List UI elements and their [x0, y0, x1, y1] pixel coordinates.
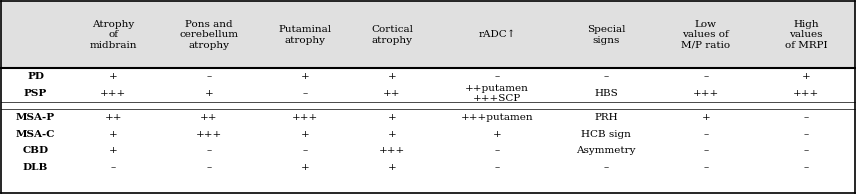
Text: +: + [109, 146, 117, 155]
Text: –: – [804, 130, 809, 139]
Text: –: – [206, 146, 211, 155]
Text: –: – [495, 163, 500, 172]
Text: +++: +++ [196, 130, 222, 139]
Text: Asymmetry: Asymmetry [576, 146, 636, 155]
Text: Cortical
atrophy: Cortical atrophy [371, 25, 413, 45]
Text: +: + [300, 72, 309, 81]
Bar [2, 1, 854, 68]
Text: –: – [495, 72, 500, 81]
Text: –: – [110, 163, 116, 172]
Text: Atrophy
of
midbrain: Atrophy of midbrain [90, 20, 137, 50]
Text: ++: ++ [383, 89, 401, 98]
Text: +: + [109, 72, 117, 81]
Text: –: – [302, 146, 307, 155]
Text: +++: +++ [693, 89, 719, 98]
Text: +: + [109, 130, 117, 139]
Text: ++: ++ [104, 113, 122, 122]
Text: +++putamen: +++putamen [461, 113, 533, 122]
Text: HCB sign: HCB sign [581, 130, 631, 139]
Text: –: – [495, 146, 500, 155]
Text: +: + [388, 163, 396, 172]
Text: +++: +++ [794, 89, 819, 98]
Text: +: + [300, 163, 309, 172]
Text: PD: PD [27, 72, 44, 81]
Text: –: – [703, 72, 709, 81]
Text: –: – [703, 130, 709, 139]
Text: +++: +++ [379, 146, 405, 155]
Text: +++: +++ [292, 113, 318, 122]
Text: +: + [300, 130, 309, 139]
Text: –: – [603, 72, 609, 81]
Text: PSP: PSP [24, 89, 47, 98]
Text: HBS: HBS [594, 89, 618, 98]
Text: +: + [802, 72, 811, 81]
Text: +: + [493, 130, 502, 139]
Text: +: + [388, 130, 396, 139]
Text: –: – [703, 146, 709, 155]
Text: Special
signs: Special signs [587, 25, 626, 45]
Text: Pons and
cerebellum
atrophy: Pons and cerebellum atrophy [180, 20, 239, 50]
Text: +: + [205, 89, 213, 98]
Text: –: – [603, 163, 609, 172]
Text: CBD: CBD [22, 146, 49, 155]
Text: Low
values of
M/P ratio: Low values of M/P ratio [681, 20, 730, 50]
Text: –: – [302, 89, 307, 98]
Text: +++: +++ [100, 89, 127, 98]
Text: –: – [703, 163, 709, 172]
Text: MSA-C: MSA-C [15, 130, 55, 139]
Text: MSA-P: MSA-P [16, 113, 55, 122]
Text: Putaminal
atrophy: Putaminal atrophy [278, 25, 331, 45]
Text: High
values
of MRPI: High values of MRPI [785, 20, 828, 50]
Text: –: – [206, 163, 211, 172]
Text: ++: ++ [200, 113, 217, 122]
Text: –: – [206, 72, 211, 81]
Text: ++putamen
+++SCP: ++putamen +++SCP [466, 84, 529, 103]
Text: DLB: DLB [23, 163, 48, 172]
Text: +: + [701, 113, 710, 122]
Text: –: – [804, 146, 809, 155]
Text: PRH: PRH [594, 113, 618, 122]
Text: +: + [388, 113, 396, 122]
Text: rADC↑: rADC↑ [479, 30, 516, 39]
Text: –: – [804, 113, 809, 122]
Text: +: + [388, 72, 396, 81]
Text: –: – [804, 163, 809, 172]
